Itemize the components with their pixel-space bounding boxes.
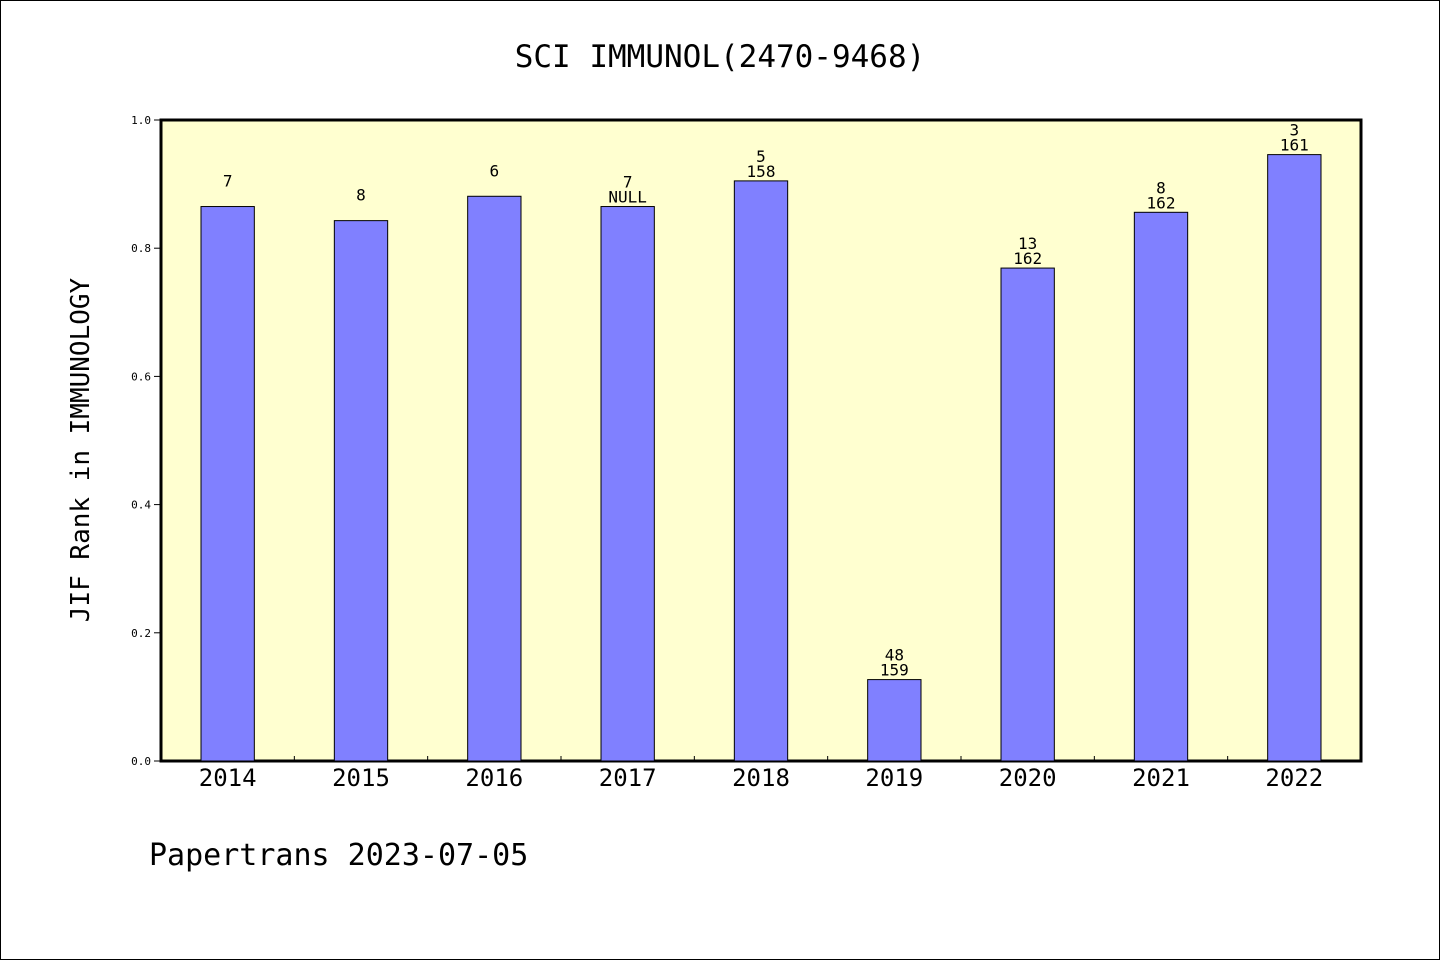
y-tick-label: 0.0 [131, 755, 151, 768]
x-tick-label: 2021 [1132, 764, 1190, 792]
bar-label-bottom: 162 [1013, 249, 1042, 268]
bar-label-bottom: NULL [608, 188, 647, 207]
x-tick-label: 2018 [732, 764, 790, 792]
bar-label-top: 7 [223, 172, 233, 191]
bar-label-top: 13 [1018, 234, 1037, 253]
bar-label-top: 7 [623, 173, 633, 192]
bar [467, 195, 522, 762]
x-tick-label: 2016 [465, 764, 523, 792]
x-tick-label: 2017 [599, 764, 657, 792]
y-tick-label: 0.2 [131, 627, 151, 640]
x-axis-ticks: 2014 2015 2016 2017 2018 2019 2020 2021 2022 [199, 756, 1323, 792]
bars [200, 154, 1322, 762]
y-axis-label: JIF Rank in IMMUNOLOGY [66, 277, 96, 622]
bar-label-bottom: 161 [1280, 136, 1309, 155]
x-tick-label: 2014 [199, 764, 257, 792]
y-axis-ticks: 0.0 0.2 0.4 0.6 0.8 1.0 [131, 114, 161, 768]
bar [200, 206, 255, 762]
y-tick-label: 1.0 [131, 114, 151, 127]
bar-label-top: 6 [490, 161, 500, 180]
bar-label-top: 48 [885, 646, 904, 665]
chart-title: SCI IMMUNOL(2470-9468) [515, 39, 926, 75]
x-tick-label: 2022 [1265, 764, 1323, 792]
x-tick-label: 2015 [332, 764, 390, 792]
y-tick-label: 0.6 [131, 370, 151, 383]
bar [1000, 267, 1055, 762]
bar [600, 206, 655, 762]
bar [333, 220, 389, 762]
y-tick-label: 0.4 [131, 499, 151, 512]
bar-label-top: 8 [1156, 178, 1166, 197]
x-tick-label: 2020 [999, 764, 1057, 792]
bar-label-bottom: 158 [747, 162, 776, 181]
footer-text: Papertrans 2023-07-05 [149, 838, 528, 873]
bar-label-bottom: 159 [880, 661, 909, 680]
bar-label-top: 3 [1290, 121, 1300, 140]
x-tick-label: 2019 [865, 764, 923, 792]
bar [867, 679, 922, 762]
bar [1133, 211, 1189, 762]
y-tick-label: 0.8 [131, 242, 151, 255]
bar-label-bottom: 162 [1147, 193, 1176, 212]
bar [1267, 154, 1322, 762]
bar [733, 180, 789, 762]
bar-label-top: 5 [756, 147, 766, 166]
bar-label-top: 8 [356, 186, 366, 205]
